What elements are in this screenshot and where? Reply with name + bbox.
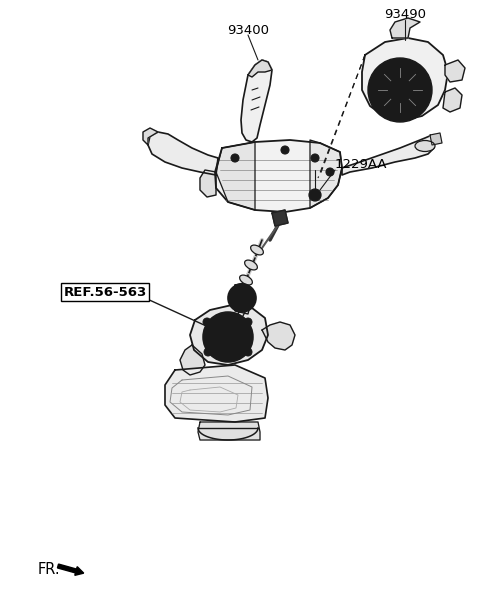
- Ellipse shape: [240, 275, 252, 285]
- Text: 1229AA: 1229AA: [335, 158, 387, 172]
- Polygon shape: [148, 132, 218, 175]
- Circle shape: [204, 348, 212, 356]
- Circle shape: [311, 154, 319, 162]
- Circle shape: [222, 331, 234, 343]
- Circle shape: [309, 189, 321, 201]
- Circle shape: [368, 58, 432, 122]
- Polygon shape: [272, 210, 288, 226]
- FancyArrow shape: [58, 564, 84, 576]
- Circle shape: [203, 312, 253, 362]
- Circle shape: [378, 68, 422, 112]
- Circle shape: [326, 168, 334, 176]
- Polygon shape: [241, 60, 272, 142]
- Ellipse shape: [415, 141, 435, 152]
- Text: REF.56-563: REF.56-563: [63, 285, 146, 299]
- Circle shape: [203, 318, 211, 326]
- Polygon shape: [430, 133, 442, 145]
- Circle shape: [244, 318, 252, 326]
- Polygon shape: [232, 282, 252, 314]
- Polygon shape: [248, 60, 272, 77]
- Text: 93400: 93400: [227, 23, 269, 37]
- Polygon shape: [445, 60, 465, 82]
- Polygon shape: [216, 142, 255, 210]
- Text: 93490: 93490: [384, 9, 426, 21]
- Circle shape: [231, 154, 239, 162]
- Circle shape: [234, 290, 250, 306]
- Polygon shape: [190, 305, 268, 365]
- Polygon shape: [200, 170, 216, 197]
- Polygon shape: [362, 38, 448, 120]
- Polygon shape: [342, 135, 435, 175]
- Circle shape: [281, 146, 289, 154]
- Polygon shape: [143, 128, 158, 145]
- Polygon shape: [198, 422, 260, 440]
- Polygon shape: [262, 322, 295, 350]
- Circle shape: [244, 348, 252, 356]
- Circle shape: [214, 323, 242, 351]
- Circle shape: [387, 77, 413, 103]
- Text: FR.: FR.: [38, 563, 60, 577]
- Polygon shape: [215, 140, 342, 212]
- Polygon shape: [443, 88, 462, 112]
- Polygon shape: [165, 365, 268, 422]
- Polygon shape: [180, 345, 205, 375]
- Circle shape: [228, 284, 256, 312]
- Polygon shape: [310, 140, 342, 208]
- Polygon shape: [390, 18, 420, 38]
- Ellipse shape: [245, 260, 257, 270]
- Ellipse shape: [251, 245, 264, 255]
